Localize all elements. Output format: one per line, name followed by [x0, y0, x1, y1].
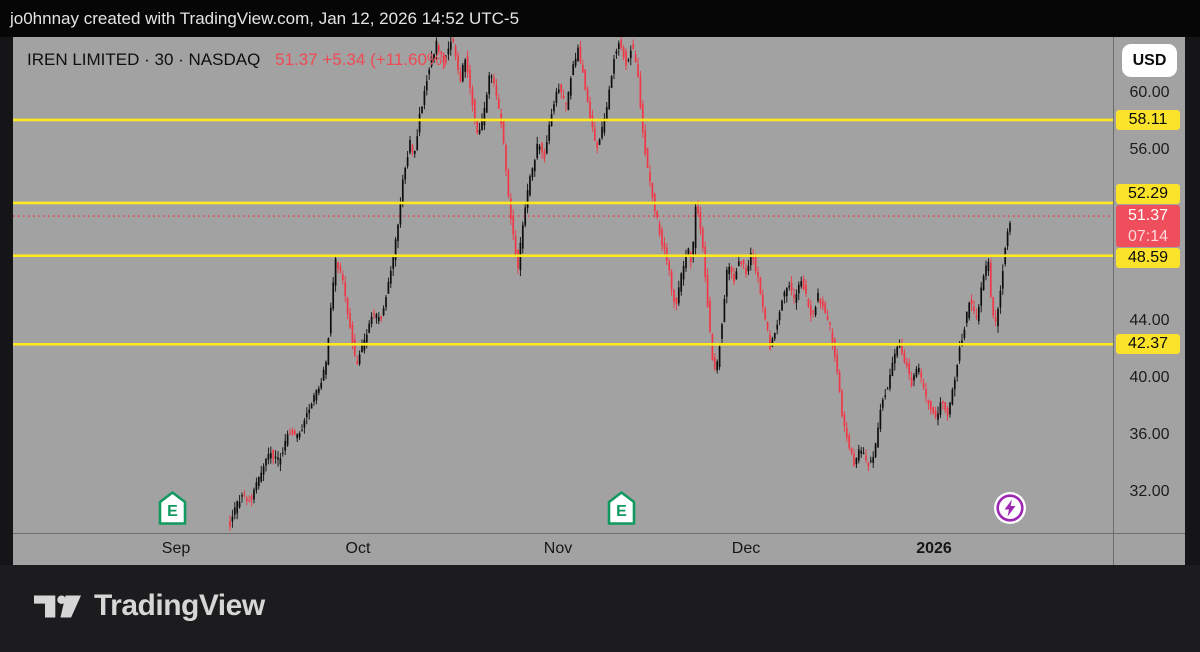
price-chart[interactable]: IREN LIMITED · 30 · NASDAQ 51.37 +5.34 (…: [13, 37, 1113, 533]
time-axis[interactable]: Sep Oct Nov Dec 2026: [13, 533, 1185, 565]
symbol-legend[interactable]: IREN LIMITED · 30 · NASDAQ 51.37 +5.34 (…: [27, 50, 448, 70]
earnings-icon[interactable]: E: [158, 491, 187, 530]
time-axis-label: Dec: [731, 540, 761, 557]
time-axis-label: Nov: [543, 540, 573, 557]
attribution-bar: jo0hnnay created with TradingView.com, J…: [0, 0, 1200, 37]
attribution-text: jo0hnnay created with TradingView.com, J…: [10, 9, 520, 28]
price-tick-label: 32.00: [1129, 483, 1170, 501]
countdown-timer: 07:14: [1127, 228, 1169, 246]
chart-panel: IREN LIMITED · 30 · NASDAQ 51.37 +5.34 (…: [13, 37, 1185, 565]
price-tick-label: 56.00: [1129, 141, 1170, 159]
time-axis-label: 2026: [916, 540, 952, 557]
tradingview-logo-icon: [34, 594, 81, 618]
level-price-label: 48.59: [1116, 248, 1180, 269]
currency-button[interactable]: USD: [1122, 44, 1177, 77]
price-tick-label: 44.00: [1129, 312, 1170, 330]
price-tick-label: 40.00: [1129, 369, 1170, 387]
footer: TradingView: [0, 565, 1200, 652]
earnings-icon[interactable]: E: [607, 491, 636, 530]
time-axis-label: Sep: [161, 540, 191, 557]
svg-text:E: E: [167, 503, 178, 520]
price-tick-label: 36.00: [1129, 426, 1170, 444]
price-scale[interactable]: USD 60.00 56.00 44.00 40.00 36.00 32.00 58.11 5…: [1113, 37, 1185, 565]
symbol-description: IREN LIMITED · 30 · NASDAQ: [27, 50, 261, 69]
svg-text:E: E: [616, 503, 627, 520]
tradingview-logo[interactable]: TradingView: [34, 589, 265, 623]
level-price-label: 58.11: [1116, 109, 1180, 130]
flash-event-icon[interactable]: [993, 491, 1027, 530]
level-price-label: 42.37: [1116, 334, 1180, 355]
tradingview-logo-text: TradingView: [94, 589, 265, 622]
candlestick-chart[interactable]: [13, 37, 1113, 533]
level-price-label: 52.29: [1116, 184, 1180, 205]
last-price-label: 51.37 07:14: [1116, 205, 1180, 248]
last-price-value: 51.37: [1127, 207, 1169, 225]
price-tick-label: 60.00: [1129, 84, 1170, 101]
price-change-text: 51.37 +5.34 (+11.60%): [275, 50, 448, 69]
time-axis-label: Oct: [345, 540, 371, 557]
